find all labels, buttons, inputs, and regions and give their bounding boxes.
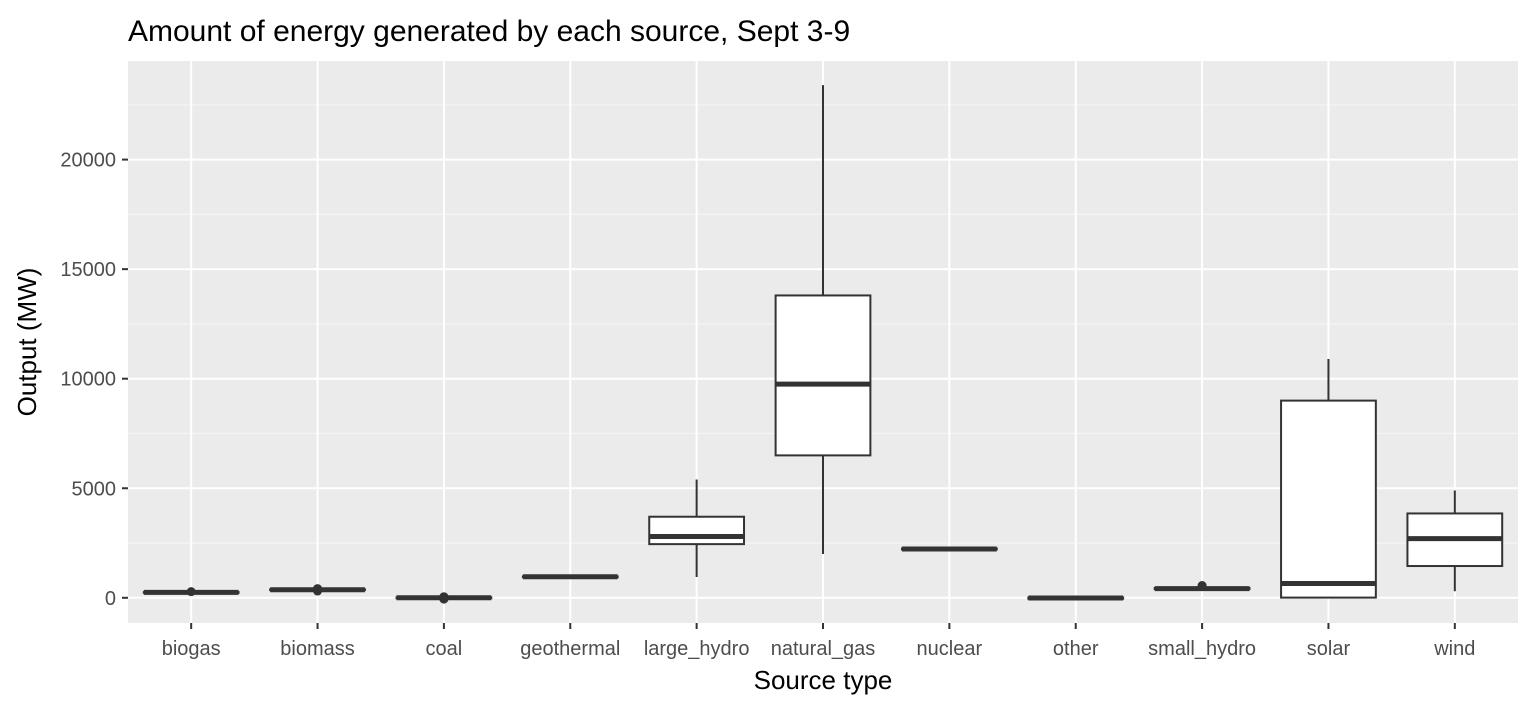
box-other bbox=[1027, 595, 1125, 601]
boxes bbox=[142, 85, 1504, 604]
box-biomass bbox=[269, 584, 366, 596]
outlier-point bbox=[1197, 581, 1207, 591]
box-body bbox=[648, 515, 746, 546]
box-body bbox=[1280, 399, 1377, 599]
x-tick-label: solar bbox=[1307, 638, 1351, 660]
box-solar bbox=[1280, 358, 1377, 599]
box-geothermal bbox=[521, 574, 619, 580]
y-tick-label: 0 bbox=[105, 588, 116, 610]
box-large_hydro bbox=[648, 479, 746, 577]
box-wind bbox=[1406, 490, 1504, 592]
y-tick-label: 20000 bbox=[60, 150, 116, 172]
outlier-point bbox=[313, 584, 323, 594]
outlier-point bbox=[439, 594, 449, 604]
box-body bbox=[774, 294, 872, 457]
outlier-point bbox=[186, 587, 196, 597]
box-natural_gas bbox=[774, 85, 872, 554]
x-axis: biogas biomass coal geothermal large_hydro na… bbox=[162, 623, 1475, 660]
x-tick-label: biomass bbox=[280, 638, 354, 660]
x-tick-label: natural_gas bbox=[771, 638, 876, 660]
x-tick-label: geothermal bbox=[520, 638, 620, 660]
box-coal bbox=[395, 592, 493, 604]
x-tick-label: biogas bbox=[162, 638, 221, 660]
x-tick-label: large_hydro bbox=[644, 638, 750, 660]
x-tick-label: wind bbox=[1433, 638, 1475, 660]
x-tick-label: other bbox=[1053, 638, 1099, 660]
x-tick-label: coal bbox=[426, 638, 463, 660]
box-nuclear bbox=[900, 546, 998, 552]
box-small_hydro bbox=[1153, 581, 1251, 592]
box-biogas bbox=[142, 587, 240, 597]
x-tick-label: nuclear bbox=[917, 638, 983, 660]
y-tick-label: 15000 bbox=[60, 259, 116, 281]
y-tick-label: 5000 bbox=[72, 478, 117, 500]
y-axis-title: Output (MW) bbox=[12, 268, 42, 417]
chart-title: Amount of energy generated by each sourc… bbox=[128, 15, 850, 48]
y-axis: 0 5000 10000 15000 20000 bbox=[60, 150, 128, 610]
x-tick-label: small_hydro bbox=[1148, 638, 1256, 660]
y-tick-label: 10000 bbox=[60, 369, 116, 391]
x-axis-title: Source type bbox=[754, 665, 893, 695]
